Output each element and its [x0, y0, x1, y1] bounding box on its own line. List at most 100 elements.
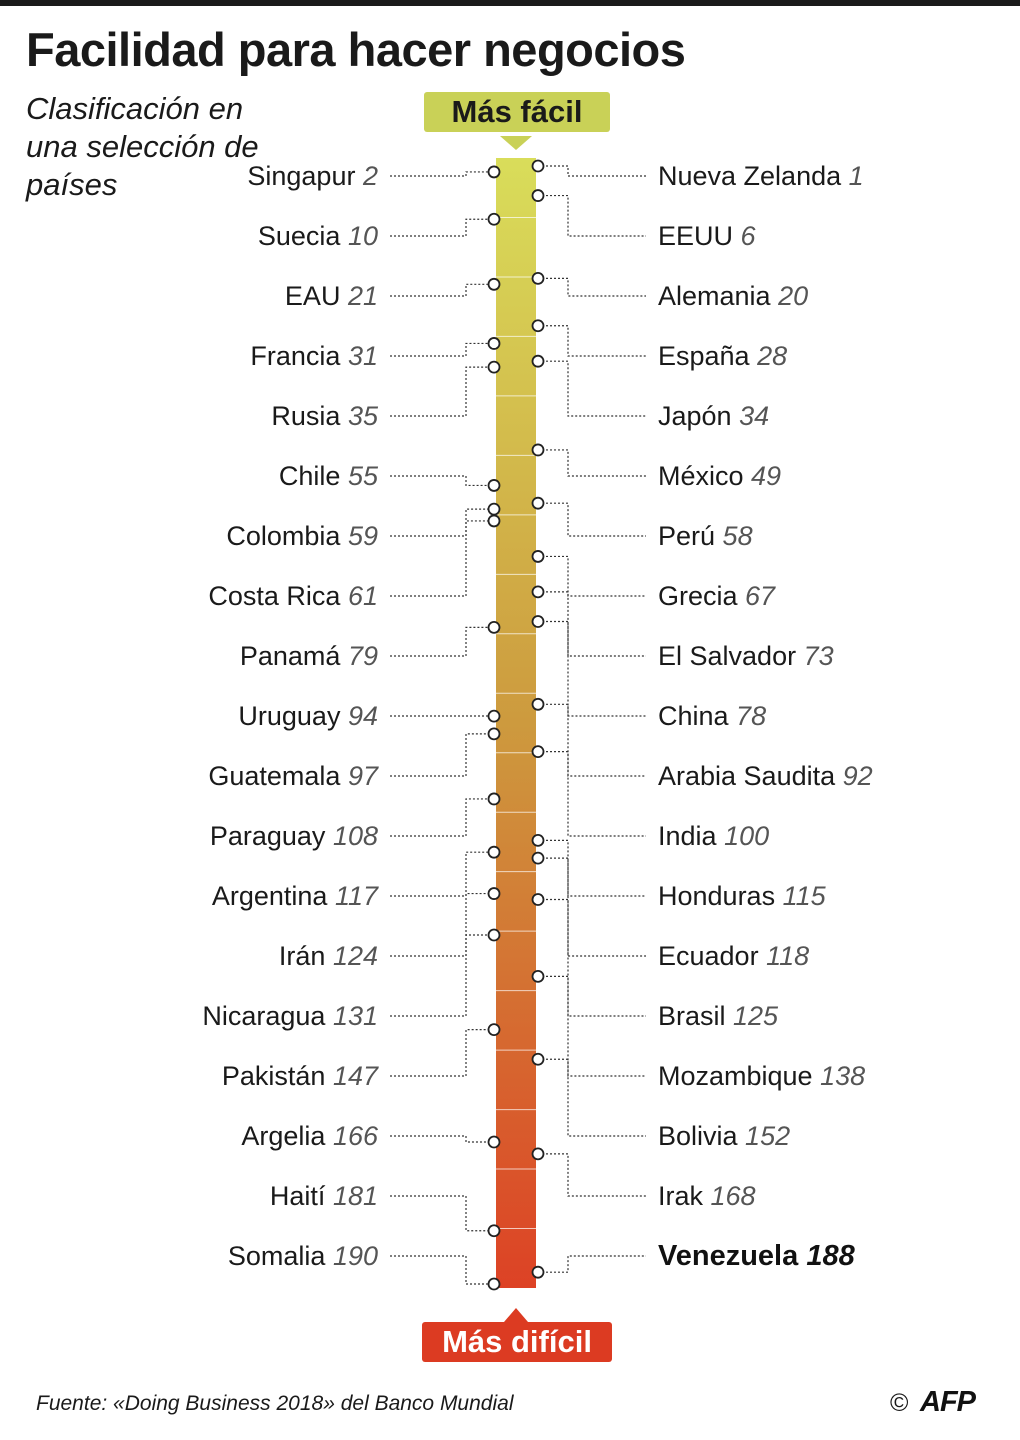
connector-line — [390, 626, 494, 657]
rank-marker — [531, 585, 545, 599]
rank-marker — [487, 1224, 501, 1238]
rank-marker — [487, 165, 501, 179]
rank-marker — [531, 1265, 545, 1279]
country-label: Mozambique 138 — [658, 1061, 865, 1091]
connector-line — [538, 703, 646, 777]
rank-marker — [487, 277, 501, 291]
country-label: Alemania 20 — [658, 281, 808, 311]
country-label: El Salvador 73 — [658, 641, 834, 671]
country-label: Irak 168 — [658, 1181, 756, 1211]
connector-line — [390, 366, 494, 417]
connector-line — [390, 798, 494, 837]
connector-line — [538, 857, 646, 957]
rank-marker — [531, 550, 545, 563]
connector-line — [538, 1153, 646, 1197]
connector-line — [390, 851, 494, 897]
rank-marker — [487, 1277, 501, 1291]
rank-marker — [487, 514, 501, 528]
connector-line — [390, 171, 494, 177]
country-label: Pakistán 147 — [222, 1061, 379, 1091]
rank-marker — [531, 159, 545, 173]
connector-line — [538, 502, 646, 537]
copyright-symbol: © — [890, 1389, 909, 1417]
rank-marker — [487, 1135, 501, 1149]
hardest-label: Más difícil — [422, 1322, 612, 1362]
connector-line — [390, 1195, 494, 1232]
country-label: España 28 — [658, 341, 787, 371]
rank-marker — [487, 620, 501, 634]
rank-markers — [487, 159, 545, 1291]
connector-line — [390, 520, 494, 597]
connector-line — [538, 620, 646, 717]
rank-marker — [531, 833, 545, 847]
country-labels: Singapur 2 Suecia 10 EAU 21 Francia 31 Rusia… — [202, 161, 872, 1272]
connector-line — [390, 508, 494, 537]
country-label: Grecia 67 — [658, 581, 776, 611]
rank-marker — [487, 337, 501, 350]
country-label: Chile 55 — [279, 461, 379, 491]
connector-line — [538, 1255, 646, 1273]
connector-line — [538, 1058, 646, 1137]
country-label: Ecuador 118 — [658, 941, 809, 971]
connector-line — [390, 892, 494, 957]
connector-line — [390, 934, 494, 1017]
rank-marker — [487, 845, 501, 859]
country-label: Rusia 35 — [271, 401, 379, 431]
rank-marker — [531, 697, 545, 711]
scale-bottom-pointer — [504, 1308, 528, 1322]
rank-marker — [487, 709, 501, 723]
chart-subtitle: Clasificación en una selección de países — [26, 91, 259, 202]
ranking-scale-bar — [496, 158, 536, 1288]
rank-marker — [487, 360, 501, 374]
country-label: México 49 — [658, 461, 781, 491]
country-label: Bolivia 152 — [658, 1121, 790, 1151]
country-label: Costa Rica 61 — [208, 581, 378, 611]
connector-line — [390, 1255, 494, 1285]
top-rule — [0, 0, 1020, 6]
connector-line — [390, 218, 494, 237]
country-label: Japón 34 — [658, 401, 769, 431]
connector-line — [538, 449, 646, 477]
rank-marker — [531, 615, 545, 628]
country-label: Nueva Zelanda 1 — [658, 161, 864, 191]
country-label: Paraguay 108 — [210, 821, 378, 851]
rank-marker — [487, 727, 501, 741]
rank-marker — [531, 496, 545, 510]
country-label: Guatemala 97 — [208, 761, 379, 791]
connector-line — [538, 360, 646, 417]
rank-marker — [531, 189, 545, 202]
country-label: Irán 124 — [279, 941, 378, 971]
rank-marker — [487, 502, 501, 516]
connector-line — [538, 839, 646, 897]
connector-line — [538, 165, 646, 177]
scale-ticks — [496, 216, 536, 1230]
rank-marker — [531, 354, 545, 368]
chart-title: Facilidad para hacer negocios — [26, 23, 686, 76]
connector-line — [538, 751, 646, 837]
connector-line — [538, 194, 646, 237]
country-label: Haití 181 — [270, 1181, 378, 1211]
rank-marker — [487, 212, 501, 226]
rank-marker — [531, 443, 545, 457]
country-label: Honduras 115 — [658, 881, 827, 911]
connector-line — [390, 342, 494, 357]
connector-line — [390, 1135, 494, 1143]
source-note: Fuente: «Doing Business 2018» del Banco … — [36, 1392, 514, 1415]
country-label: Panamá 79 — [240, 641, 378, 671]
country-label: Somalia 190 — [228, 1241, 378, 1271]
country-label: China 78 — [658, 701, 766, 731]
easiest-label: Más fácil — [424, 92, 610, 132]
connector-lines — [390, 165, 646, 1285]
rank-marker — [487, 887, 501, 900]
connector-line — [538, 591, 646, 657]
rank-marker — [487, 792, 501, 806]
rank-marker — [487, 1023, 501, 1037]
connector-line — [538, 277, 646, 297]
connector-line — [538, 325, 646, 357]
scale-top-pointer — [500, 136, 532, 150]
rank-marker — [531, 893, 545, 906]
country-label: EEUU 6 — [658, 221, 757, 251]
rank-marker — [531, 319, 545, 333]
country-label: Nicaragua 131 — [202, 1001, 378, 1031]
